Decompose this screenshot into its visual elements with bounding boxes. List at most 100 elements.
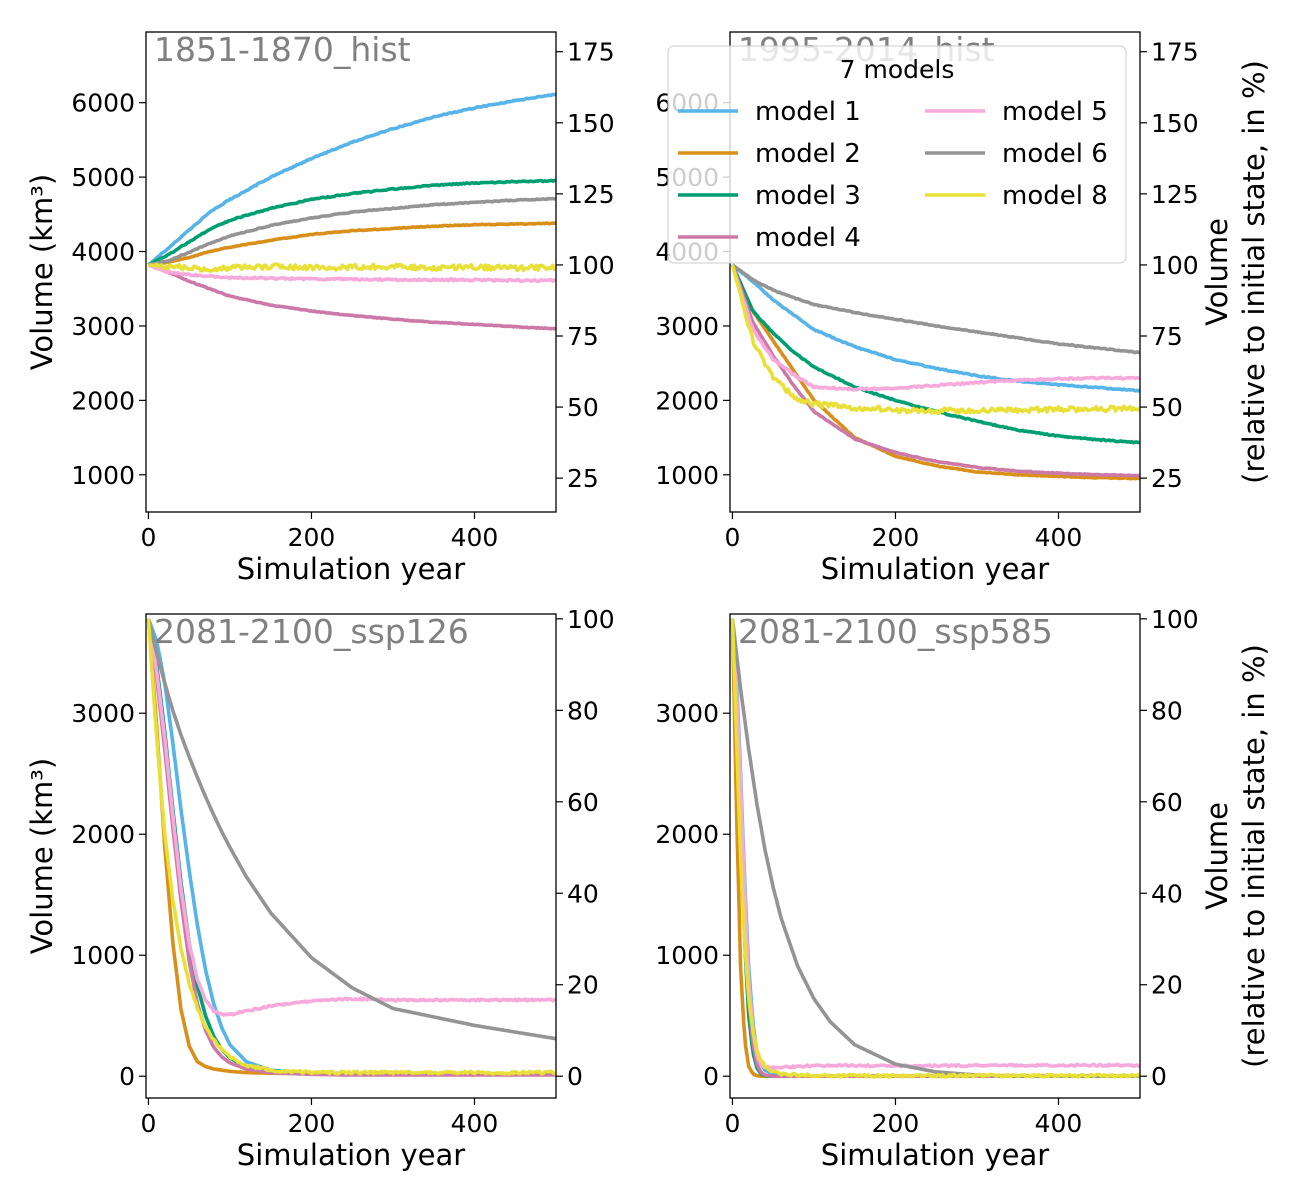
x-tick-label: 200 — [288, 523, 336, 552]
y2-tick-label: 175 — [567, 38, 615, 67]
series-line-model-5 — [730, 264, 1140, 392]
y2-axis-label: Volume (relative to initial state, in %) — [1200, 60, 1271, 484]
y2-axis-label-line: (relative to initial state, in %) — [1237, 60, 1271, 484]
series-line-model-2 — [148, 221, 556, 267]
series-group — [730, 618, 1140, 1079]
y-tick-label: 3000 — [655, 312, 719, 341]
y-tick-label: 3000 — [655, 699, 719, 728]
y2-axis-label-line: (relative to initial state, in %) — [1237, 644, 1271, 1068]
y-tick-label: 5000 — [71, 163, 135, 192]
series-line-model-4 — [730, 264, 1140, 478]
y2-tick-label: 75 — [1151, 322, 1183, 351]
legend-title: 7 models — [840, 55, 955, 84]
y-tick-label: 1000 — [655, 461, 719, 490]
y2-tick-label: 150 — [1151, 109, 1199, 138]
series-line-model-8 — [148, 262, 556, 273]
legend-entry: model 6 — [1002, 139, 1108, 169]
y2-tick-label: 100 — [567, 251, 615, 280]
panel-title: 2081-2100_ssp126 — [154, 612, 469, 651]
x-tick-label: 400 — [451, 523, 499, 552]
y2-tick-label: 150 — [567, 109, 615, 138]
plot-frame — [729, 613, 1141, 1099]
x-tick-label: 400 — [1035, 523, 1083, 552]
series-line-model-3 — [730, 264, 1140, 445]
y2-tick-label: 100 — [567, 605, 615, 634]
legend-entry: model 3 — [755, 181, 861, 211]
y-tick-label: 1000 — [71, 461, 135, 490]
y2-tick-label: 60 — [567, 788, 599, 817]
y2-tick-label: 20 — [567, 971, 599, 1000]
y2-axis-label: Volume (relative to initial state, in %) — [1200, 644, 1271, 1068]
x-axis-label: Simulation year — [237, 1138, 465, 1172]
y-tick-label: 6000 — [71, 89, 135, 118]
panel-title: 1851-1870_hist — [154, 30, 411, 69]
series-line-model-1 — [147, 92, 556, 267]
y2-tick-label: 50 — [1151, 393, 1183, 422]
panel-4: 0 200 400 0 1000 2000 3000 0 20 40 60 80 100 Simulati… — [655, 605, 1271, 1172]
y-axis-label: Volume (km³) — [25, 174, 59, 370]
y2-tick-label: 0 — [1151, 1062, 1167, 1091]
y2-tick-label: 100 — [1151, 251, 1199, 280]
y-tick-label: 2000 — [655, 820, 719, 849]
series-group — [147, 92, 556, 331]
x-tick-label: 400 — [451, 1109, 499, 1138]
series-line-model-6 — [148, 196, 556, 267]
x-tick-label: 0 — [140, 523, 156, 552]
x-tick-label: 400 — [1035, 1109, 1083, 1138]
x-tick-label: 0 — [724, 1109, 740, 1138]
y-tick-label: 3000 — [71, 699, 135, 728]
y-tick-label: 1000 — [71, 941, 135, 970]
y2-tick-label: 40 — [567, 879, 599, 908]
y2-tick-label: 25 — [567, 464, 599, 493]
plot-frame — [145, 31, 557, 513]
x-tick-label: 200 — [872, 1109, 920, 1138]
series-line-model-3 — [147, 178, 556, 267]
y2-tick-label: 175 — [1151, 38, 1199, 67]
legend: 7 models model 1 model 2 model 3 model 4 mode… — [667, 45, 1127, 264]
series-line-model-3 — [730, 618, 1140, 1078]
plot-frame — [145, 613, 557, 1099]
y2-tick-label: 0 — [567, 1062, 583, 1091]
series-line-model-6 — [730, 618, 1140, 1078]
y2-tick-label: 80 — [567, 696, 599, 725]
series-line-model-4 — [147, 263, 556, 331]
series-group — [730, 263, 1140, 481]
y-tick-label: 0 — [703, 1062, 719, 1091]
series-line-model-4 — [730, 618, 1140, 1078]
legend-entry: model 1 — [755, 97, 861, 127]
series-line-model-1 — [731, 263, 1140, 393]
legend-box — [667, 45, 1127, 264]
y2-tick-label: 60 — [1151, 788, 1183, 817]
series-line-model-8 — [146, 618, 556, 1076]
x-tick-label: 0 — [140, 1109, 156, 1138]
x-tick-label: 0 — [724, 523, 740, 552]
series-line-model-6 — [146, 618, 556, 1041]
x-axis-label: Simulation year — [821, 552, 1049, 586]
x-tick-label: 200 — [288, 1109, 336, 1138]
y2-tick-label: 25 — [1151, 464, 1183, 493]
series-line-model-5 — [730, 618, 1140, 1071]
panel-title: 2081-2100_ssp585 — [738, 612, 1053, 651]
y2-tick-label: 125 — [1151, 180, 1199, 209]
y2-tick-label: 75 — [567, 322, 599, 351]
legend-entry: model 4 — [755, 223, 861, 253]
panel-1: 0 200 400 1000 2000 3000 4000 5000 6000 25 50 75 100… — [25, 30, 615, 586]
panel-2: 0200400100020003000400050006000255075100… — [655, 30, 1271, 586]
y-tick-label: 0 — [119, 1062, 135, 1091]
y-tick-label: 3000 — [71, 312, 135, 341]
y2-tick-label: 40 — [1151, 879, 1183, 908]
series-line-model-5 — [147, 263, 556, 284]
y2-tick-label: 80 — [1151, 696, 1183, 725]
legend-entry: model 5 — [1002, 97, 1108, 127]
x-axis-label: Simulation year — [821, 1138, 1049, 1172]
y2-tick-label: 125 — [567, 180, 615, 209]
y-tick-label: 4000 — [71, 238, 135, 267]
plot-frame — [729, 31, 1141, 513]
y-tick-label: 2000 — [71, 386, 135, 415]
y2-tick-label: 20 — [1151, 971, 1183, 1000]
y2-tick-label: 100 — [1151, 605, 1199, 634]
y2-axis-label-line: Volume — [1200, 218, 1234, 326]
x-axis-label: Simulation year — [237, 552, 465, 586]
series-line-model-8 — [730, 618, 1140, 1079]
y-tick-label: 2000 — [71, 820, 135, 849]
